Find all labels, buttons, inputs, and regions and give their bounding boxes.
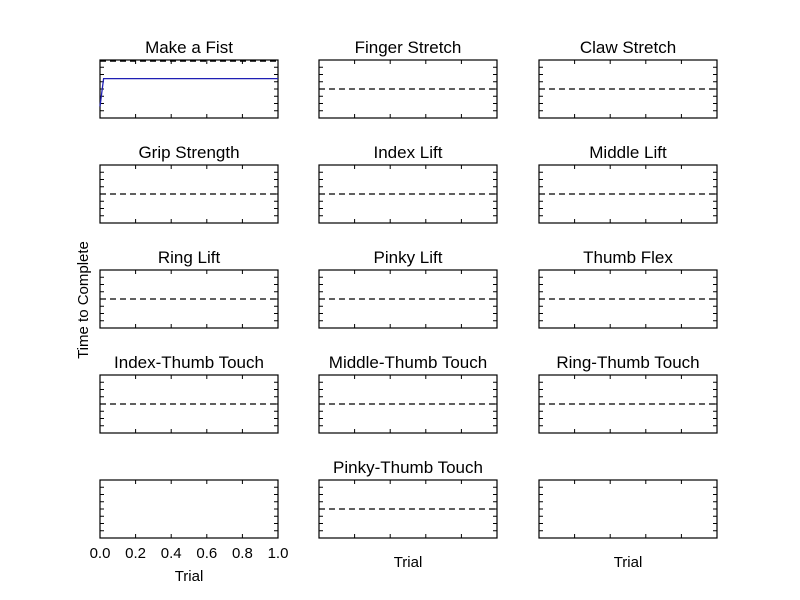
plot-14-xlabel: Trial: [394, 554, 423, 571]
plot-13-xtick-label: 0.4: [161, 545, 182, 562]
plot-13-xtick-label: 0.2: [125, 545, 146, 562]
plot-11-title: Middle-Thumb Touch: [329, 353, 487, 372]
plot-13-xtick-label: 0.8: [232, 545, 253, 562]
plot-13-xtick-label: 1.0: [268, 545, 289, 562]
plot-12-title: Ring-Thumb Touch: [556, 353, 699, 372]
plot-5-title: Index Lift: [374, 143, 443, 162]
plot-15-frame: [538, 479, 718, 539]
plot-8-title: Pinky Lift: [374, 248, 443, 267]
shared-ylabel: Time to Complete: [75, 241, 92, 359]
plot-13-xlabel: Trial: [175, 568, 204, 585]
plot-9-title: Thumb Flex: [583, 248, 673, 267]
plot-1-title: Make a Fist: [145, 38, 233, 57]
plot-1-series-line: [99, 77, 278, 107]
plot-3-title: Claw Stretch: [580, 38, 676, 57]
plot-6-title: Middle Lift: [589, 143, 667, 162]
plot-7-title: Ring Lift: [158, 248, 221, 267]
plot-15-xlabel: Trial: [614, 554, 643, 571]
plot-14-title: Pinky-Thumb Touch: [333, 458, 483, 477]
plot-2-title: Finger Stretch: [355, 38, 462, 57]
plot-13-xtick-label: 0.6: [196, 545, 217, 562]
plot-13-frame: [99, 479, 279, 539]
plot-10-title: Index-Thumb Touch: [114, 353, 264, 372]
plot-1-frame: [99, 59, 279, 119]
plot-4-title: Grip Strength: [138, 143, 239, 162]
plot-13-xtick-label: 0.0: [90, 545, 111, 562]
